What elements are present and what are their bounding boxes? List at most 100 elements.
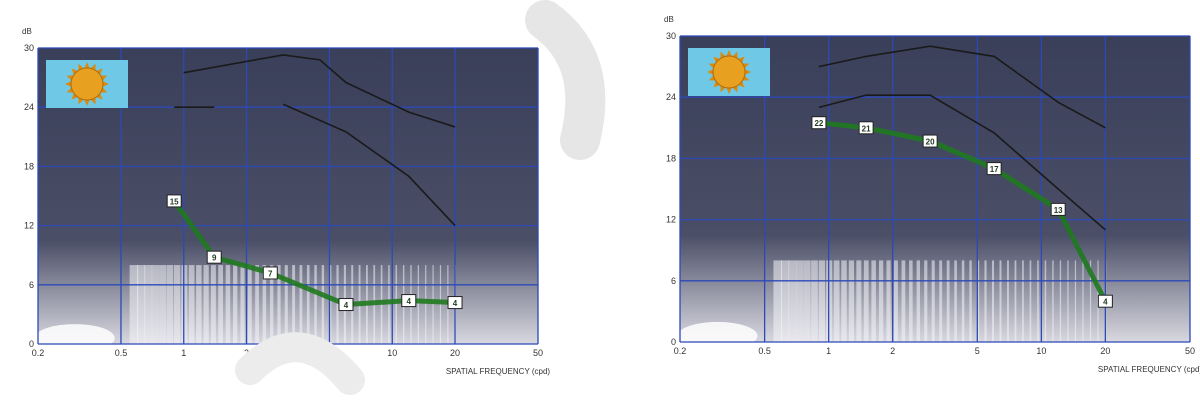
data-label: 7 [268,269,273,278]
grating-bar [803,260,811,342]
grating-bar [159,265,167,344]
norm-upper-line [183,54,456,128]
grating-bar [321,265,325,344]
sun-ray [726,50,732,57]
grating-bar [395,265,398,344]
grating-bar [255,265,259,344]
grating-bar [961,260,965,342]
grating-bar [1059,260,1062,342]
grating-bar [1037,260,1039,342]
grating-bar [811,260,818,342]
grating-bar [173,265,181,344]
data-label: 13 [1054,206,1063,215]
data-point-marker [922,134,938,148]
x-axis-label: SPATIAL FREQUENCY (cpd) [446,367,551,376]
grating-bar [901,260,906,342]
data-point-marker [858,121,874,135]
data-label: 21 [862,124,871,133]
grating-bar [773,260,783,342]
x-tick-label: 5 [975,346,980,356]
sun-ray [84,62,90,69]
y-tick-label: 12 [24,221,34,231]
sun-disc [70,67,104,101]
grating-bar [999,260,1002,342]
sun-ray [738,81,745,88]
y-tick-label: 6 [29,280,34,290]
grating-bar [863,260,869,342]
grating-bar [336,265,339,344]
data-point-marker [166,194,182,208]
x-tick-label: 10 [387,348,397,358]
grating-bar [886,260,891,342]
y-tick-label: 30 [666,31,676,41]
grating-bar [878,260,884,342]
x-axis-label: SPATIAL FREQUENCY (cpd) [1098,365,1200,374]
sun-disc [712,55,746,89]
grating-bar [796,260,804,342]
data-point-marker [1097,294,1113,308]
x-tick-label: 50 [1185,346,1195,356]
data-label: 17 [990,165,999,174]
grating-bar [954,260,957,342]
y-tick-label: 0 [671,337,676,347]
y-tick-label: 6 [671,276,676,286]
grating-bar [1044,260,1047,342]
x-tick-label: 50 [533,348,543,358]
sun-icon [707,50,751,94]
data-label: 9 [212,254,217,263]
x-tick-label: 1 [181,348,186,358]
sun-ray [726,87,732,94]
grating-bar [1067,260,1069,342]
series-line [818,120,1108,303]
grating-bar [188,265,195,344]
data-point-marker [986,162,1002,176]
sun-icon [65,62,109,106]
grating-bar [262,265,267,344]
grating-bar [144,265,153,344]
data-point-marker [206,250,222,264]
x-tick-label: 0.2 [32,348,45,358]
y-tick-label: 30 [24,43,34,53]
grating-bar [233,265,238,344]
grating-bar [1022,260,1024,342]
grating-bar [976,260,980,342]
grating-bar [314,265,317,344]
grating-bar [909,260,913,342]
y-tick-label: 18 [24,161,34,171]
grating-bar [151,265,160,344]
y-axis-label: dB [22,27,32,36]
sun-ray [713,81,720,88]
data-label: 4 [407,297,412,306]
grating-bright-spot [34,324,115,353]
sun-ray [744,69,751,75]
data-point-marker [447,296,463,310]
grating-bar [931,260,935,342]
grating-bar [969,260,972,342]
data-point-marker [338,298,354,312]
y-axis-label: dB [664,15,674,24]
grating-bar [848,260,855,342]
grating-bar [417,265,419,344]
x-tick-label: 2 [244,348,249,358]
grating-bright-spot [677,321,758,350]
data-label: 4 [1103,298,1108,307]
grating-bar [871,260,876,342]
grating-bar [247,265,252,344]
grating-bar [1052,260,1054,342]
grating-bar [136,265,146,344]
x-tick-label: 5 [327,348,332,358]
data-label: 4 [344,301,349,310]
grating-bar [780,260,790,342]
grating-bar [425,265,427,344]
grating-bar [240,265,245,344]
grating-bar [1089,260,1092,342]
grating-bar [788,260,797,342]
grating-bar [210,265,216,344]
grating-bar [225,265,231,344]
x-tick-label: 1 [826,346,831,356]
grating-bar [329,265,332,344]
x-tick-label: 2 [890,346,895,356]
grating-bar [432,265,434,344]
grating-bar [939,260,943,342]
